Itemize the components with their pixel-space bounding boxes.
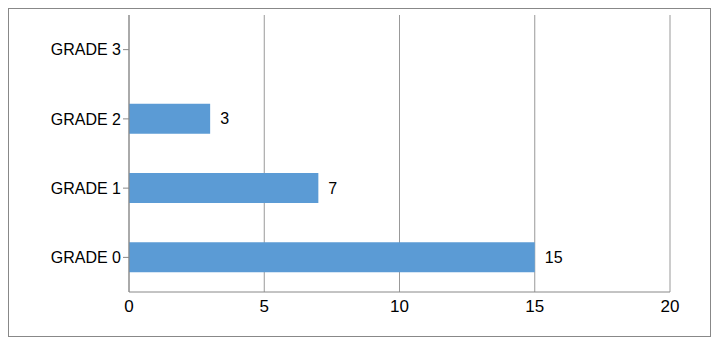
svg-text:0: 0 [124,297,133,316]
svg-text:15: 15 [525,297,544,316]
svg-text:7: 7 [328,180,337,197]
svg-text:20: 20 [661,297,680,316]
svg-text:15: 15 [545,249,563,266]
svg-text:GRADE 1: GRADE 1 [51,180,121,197]
svg-text:5: 5 [260,297,269,316]
svg-text:3: 3 [220,110,229,127]
svg-text:10: 10 [390,297,409,316]
svg-text:GRADE 0: GRADE 0 [51,249,121,266]
svg-text:GRADE 2: GRADE 2 [51,111,121,128]
svg-text:GRADE 3: GRADE 3 [51,41,121,58]
